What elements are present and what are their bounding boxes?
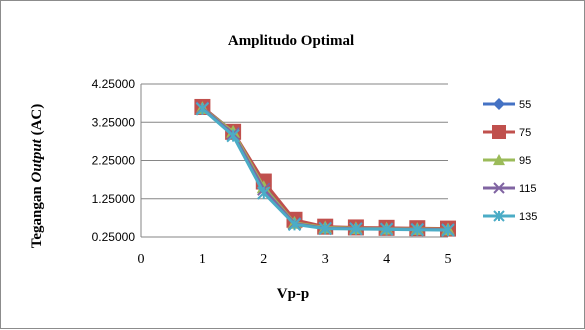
- series-75: [194, 98, 456, 237]
- chart-title: Amplitudo Optimal: [228, 33, 354, 49]
- y-axis-title-italic: Output: [29, 138, 45, 182]
- legend-entry: 135: [483, 210, 537, 223]
- data-point: [410, 223, 425, 237]
- legend-label: 75: [519, 127, 531, 139]
- y-tick-label: 2.25000: [92, 154, 136, 168]
- data-point: [195, 102, 210, 116]
- legend-label: 135: [519, 211, 537, 223]
- data-point: [493, 210, 505, 222]
- x-tick-labels: 0 1 2 3 4 5: [138, 252, 452, 267]
- y-axis-title: Tegangan Output (AC): [29, 104, 45, 249]
- series-layer: [194, 98, 456, 237]
- data-point: [379, 222, 394, 237]
- legend-label: 55: [519, 99, 531, 111]
- x-tick-label: 4: [383, 252, 390, 267]
- legend-label: 115: [519, 183, 537, 195]
- legend-entry: 115: [483, 182, 537, 195]
- x-axis-title: Vp-p: [277, 286, 310, 302]
- gridlines: [140, 83, 448, 238]
- data-point: [226, 128, 240, 143]
- legend-entry: 75: [483, 125, 531, 139]
- data-point: [257, 186, 271, 200]
- y-axis-title-suffix: (AC): [29, 104, 45, 139]
- series-95: [195, 101, 455, 236]
- x-tick-label: 2: [260, 252, 267, 267]
- x-tick-label: 5: [445, 252, 452, 267]
- data-point: [492, 125, 506, 139]
- series-135: [195, 102, 455, 237]
- data-point: [493, 98, 505, 110]
- data-point: [493, 154, 505, 166]
- y-tick-label: 4.25000: [92, 77, 136, 91]
- series-55: [195, 99, 455, 237]
- legend-label: 95: [519, 155, 531, 167]
- y-tick-label: 1.25000: [92, 192, 136, 206]
- data-point: [349, 222, 363, 236]
- x-tick-label: 1: [199, 252, 206, 267]
- legend-entry: 55: [483, 98, 531, 111]
- legend: 55 75 95 115 135: [483, 98, 537, 223]
- data-point: [287, 217, 302, 232]
- legend-entry: 95: [483, 154, 531, 167]
- y-tick-label: 3.25000: [92, 115, 136, 129]
- data-point: [441, 223, 455, 237]
- y-tick-label: 0.25000: [92, 230, 136, 244]
- y-tick-labels: 0.25000 1.25000 2.25000 3.25000 4.25000: [92, 77, 136, 244]
- x-tick-label: 3: [322, 252, 329, 267]
- data-point: [318, 221, 332, 236]
- data-point: [493, 182, 505, 194]
- x-tick-label: 0: [138, 252, 145, 267]
- y-axis-title-prefix: Tegangan: [29, 183, 45, 249]
